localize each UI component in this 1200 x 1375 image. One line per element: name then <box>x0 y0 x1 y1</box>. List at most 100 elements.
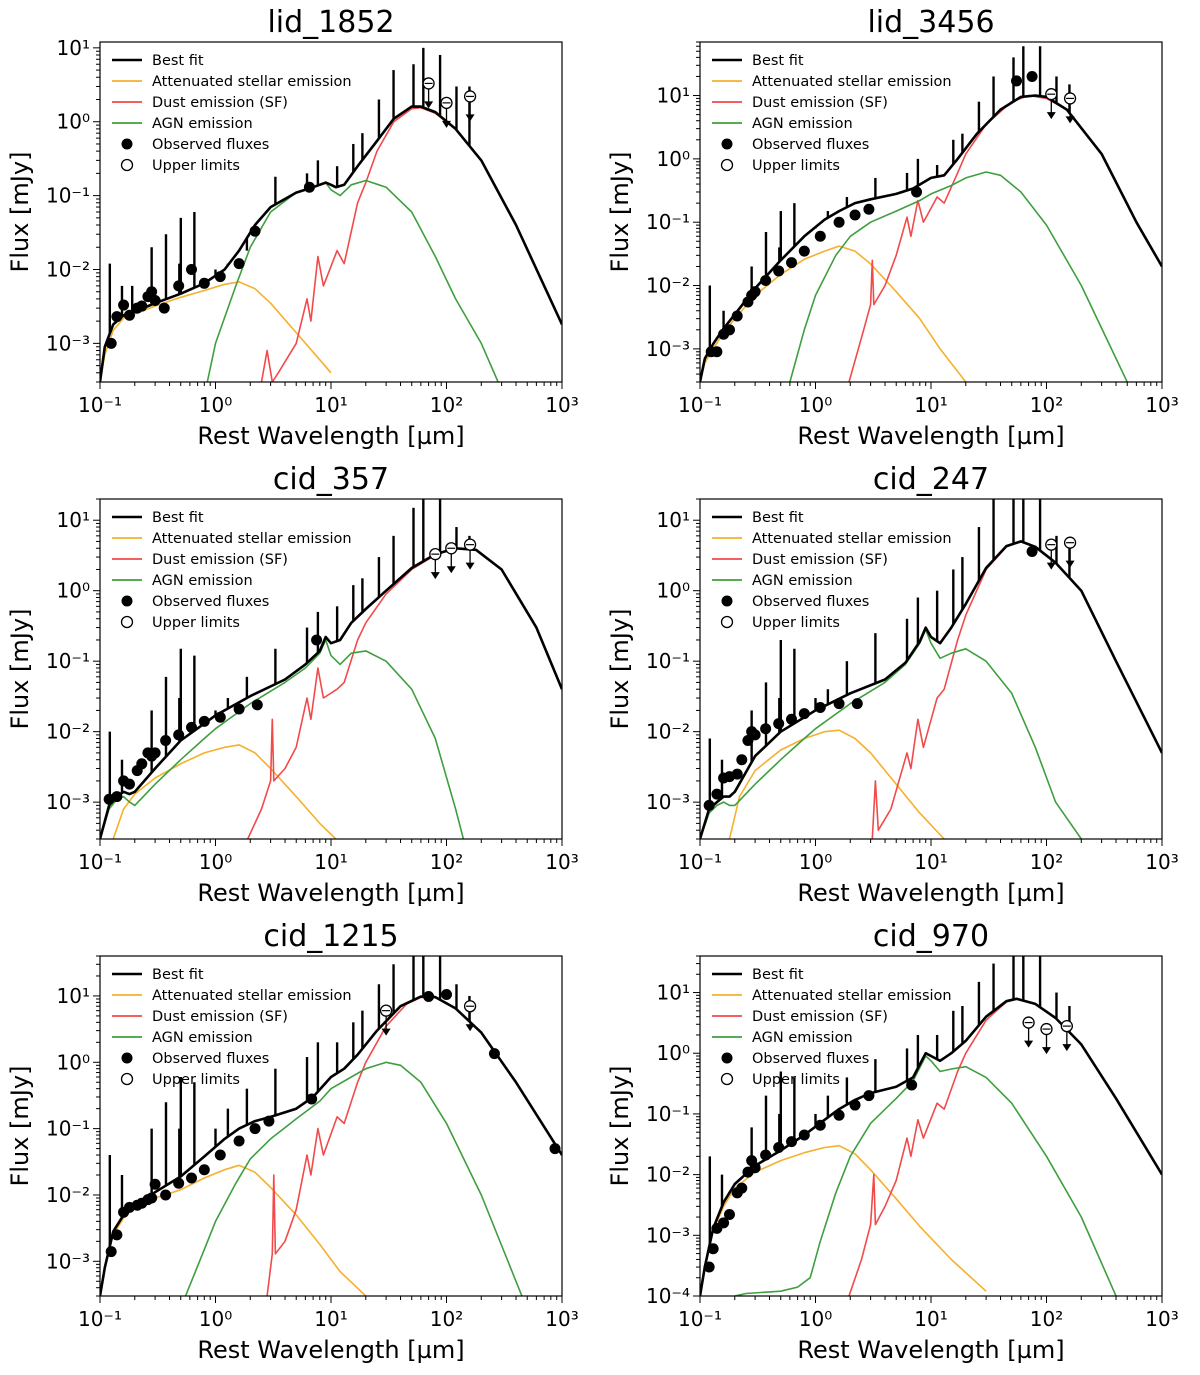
series-stellar <box>700 1144 987 1296</box>
observed-point <box>760 275 772 287</box>
legend-label: Dust emission (SF) <box>752 552 888 568</box>
observed-point <box>251 699 263 711</box>
plot-area <box>100 47 562 382</box>
observed-point <box>111 311 123 323</box>
y-tick-label: 10⁰ <box>57 110 90 134</box>
y-tick-label: 10⁻¹ <box>646 1102 690 1126</box>
x-tick-label: 10⁰ <box>199 850 232 874</box>
observed-point <box>703 799 715 811</box>
legend-label: Attenuated stellar emission <box>152 531 352 547</box>
observed-point <box>723 324 735 336</box>
upper-limit-arrow <box>465 1024 475 1032</box>
x-tick-label: 10⁰ <box>799 850 832 874</box>
observed-point <box>423 991 435 1003</box>
legend-label: Upper limits <box>752 615 840 631</box>
legend-swatch-observed <box>721 1052 733 1064</box>
observed-point <box>749 729 761 741</box>
observed-point <box>814 1119 826 1131</box>
x-tick-label: 10³ <box>545 850 578 874</box>
legend: Best fit Attenuated stellar emission Dust … <box>712 510 952 631</box>
observed-point <box>760 723 772 735</box>
observed-point <box>911 186 923 198</box>
x-tick-label: 10³ <box>545 1307 578 1331</box>
legend: Best fit Attenuated stellar emission Dust … <box>112 967 352 1088</box>
x-axis-label: Rest Wavelength [µm] <box>797 879 1064 907</box>
x-tick-label: 10² <box>430 393 463 417</box>
x-tick-label: 10⁻¹ <box>678 1307 722 1331</box>
x-tick-label: 10⁰ <box>799 1307 832 1331</box>
legend-label: Attenuated stellar emission <box>152 74 352 90</box>
observed-point <box>198 715 210 727</box>
y-tick-label: 10⁻¹ <box>46 649 90 673</box>
series-agn <box>734 1055 1117 1296</box>
panel-title: cid_970 <box>873 919 989 954</box>
observed-point <box>736 1182 748 1194</box>
upper-limit-arrow <box>1065 560 1075 568</box>
x-axis-label: Rest Wavelength [µm] <box>197 1336 464 1364</box>
legend-label: Observed fluxes <box>152 594 269 610</box>
observed-point <box>786 257 798 269</box>
observed-point <box>833 216 845 228</box>
legend-label: Best fit <box>152 510 204 526</box>
legend: Best fit Attenuated stellar emission Dust … <box>712 53 952 174</box>
observed-point <box>249 225 261 237</box>
upper-limit-arrow <box>442 120 451 128</box>
observed-point <box>549 1143 561 1155</box>
observed-point <box>814 702 826 714</box>
axes-frame <box>99 41 563 383</box>
legend-label: Upper limits <box>152 615 240 631</box>
observed-point <box>111 1229 123 1241</box>
y-tick-label: 10⁻³ <box>646 790 690 814</box>
series-best <box>700 997 1162 1296</box>
observed-point <box>263 1115 275 1127</box>
legend-label: Dust emission (SF) <box>152 552 288 568</box>
y-axis-label: Flux [mJy] <box>606 1066 634 1187</box>
observed-point <box>105 337 117 349</box>
x-tick-label: 10² <box>430 1307 463 1331</box>
observed-point <box>851 698 863 710</box>
observed-point <box>798 1129 810 1141</box>
upper-limit-arrow <box>1062 1044 1072 1052</box>
panel-title: lid_1852 <box>267 5 394 40</box>
y-tick-label: 10⁻⁴ <box>646 1284 690 1308</box>
sed-plot-cid_1215: cid_1215 10⁻¹ 10⁰ 10¹ 10² 10³ 10⁻³ 10⁻² 10⁻¹ 10⁰ 1… <box>6 919 579 1364</box>
x-tick-label: 10⁻¹ <box>78 850 122 874</box>
observed-point <box>198 1164 210 1176</box>
legend-label: AGN emission <box>752 573 853 589</box>
legend-label: Best fit <box>752 510 804 526</box>
observed-point <box>149 747 161 759</box>
observed-point <box>149 295 161 307</box>
y-tick-label: 10⁻² <box>646 274 690 298</box>
y-tick-label: 10⁻¹ <box>46 184 90 208</box>
observed-point <box>711 788 723 800</box>
upper-limit-arrow <box>1046 112 1056 120</box>
observed-point <box>707 1243 719 1255</box>
series-stellar <box>700 245 967 382</box>
sed-plot-cid_970: cid_970 10⁻¹ 10⁰ 10¹ 10² 10³ 10⁻⁴ 10⁻³ 10⁻² 10⁻¹ 1… <box>606 919 1179 1364</box>
series-agn <box>184 1061 523 1296</box>
observed-point <box>786 713 798 725</box>
plot-area <box>100 499 562 839</box>
series-stellar <box>112 744 337 839</box>
axes-frame <box>699 955 1163 1297</box>
y-tick-label: 10⁰ <box>657 147 690 171</box>
observed-point <box>173 1177 185 1189</box>
upper-limit-arrow <box>1042 1047 1051 1055</box>
legend-label: AGN emission <box>752 116 853 132</box>
observed-point <box>233 1135 245 1147</box>
y-tick-label: 10¹ <box>57 508 90 532</box>
y-tick-label: 10⁻¹ <box>646 210 690 234</box>
upper-limit-arrow <box>430 572 440 580</box>
legend-swatch-observed <box>121 595 133 607</box>
observed-point <box>136 758 148 770</box>
series-agn <box>206 179 499 382</box>
legend-label: AGN emission <box>752 1030 853 1046</box>
x-tick-label: 10¹ <box>314 850 347 874</box>
x-tick-label: 10³ <box>545 393 578 417</box>
panel-title: lid_3456 <box>867 5 994 40</box>
legend-swatch-upper <box>120 1072 134 1086</box>
x-tick-label: 10² <box>1030 393 1063 417</box>
series-best <box>700 94 1162 382</box>
x-tick-label: 10⁰ <box>799 393 832 417</box>
series-dust <box>260 106 562 382</box>
